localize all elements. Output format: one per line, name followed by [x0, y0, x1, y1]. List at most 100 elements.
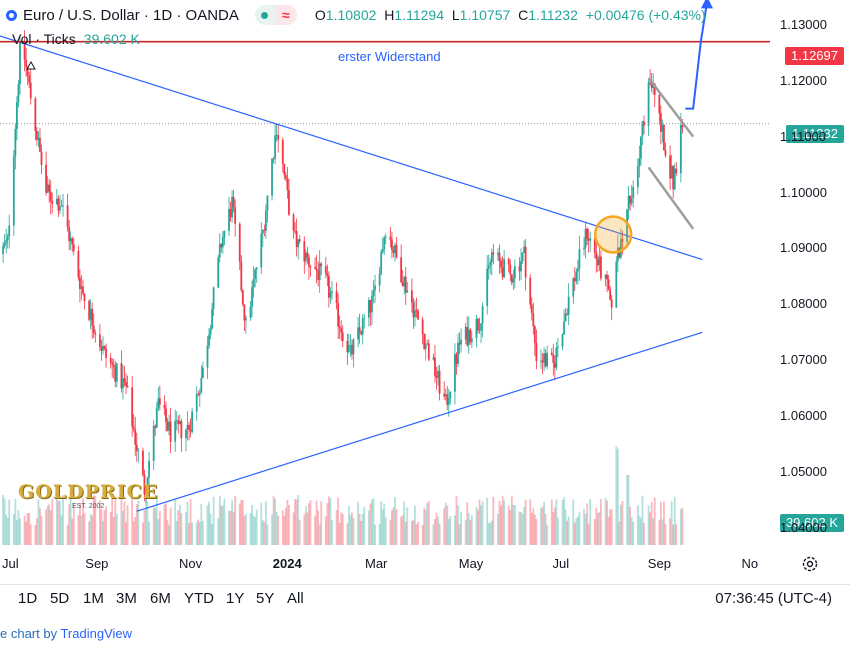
candle [520, 248, 522, 281]
candle [252, 266, 255, 298]
volume-bar [143, 510, 146, 545]
candle [466, 316, 469, 347]
candle [72, 238, 75, 256]
volume-bar [314, 515, 316, 545]
candle-body [541, 360, 544, 363]
candle [432, 353, 435, 361]
candle [395, 237, 398, 259]
candle [315, 255, 318, 284]
range-button-6m[interactable]: 6M [150, 590, 171, 607]
clock[interactable]: 07:36:45 (UTC-4) [715, 590, 832, 607]
candle [245, 314, 247, 334]
candle-body [481, 306, 484, 324]
candle-body [304, 252, 307, 262]
candle-body [341, 332, 344, 342]
candle-body [92, 325, 95, 333]
candle [238, 222, 241, 271]
volume-legend[interactable]: Vol · Ticks 39.602 K [12, 31, 140, 47]
volume-bar [639, 517, 642, 545]
candle [91, 302, 94, 339]
candle [66, 193, 69, 232]
range-button-3m[interactable]: 3M [116, 590, 137, 607]
candle-body [317, 270, 320, 280]
candle [363, 313, 366, 329]
candle-body [600, 256, 602, 279]
candle-body [616, 247, 619, 262]
volume-bar [647, 505, 650, 545]
symbol-title[interactable]: Euro / U.S. Dollar · 1D · OANDA [23, 6, 239, 24]
volume-bar [82, 498, 84, 545]
candle-body [357, 327, 360, 340]
volume-bar [426, 502, 429, 545]
volume-bar [649, 512, 652, 545]
candle [303, 236, 306, 274]
attribution[interactable]: e chart by TradingView [0, 626, 132, 641]
volume-bar [142, 522, 144, 545]
candle-body [518, 266, 521, 272]
volume-bar [501, 495, 504, 545]
volume-bar [530, 512, 533, 545]
candle-body [540, 360, 542, 362]
candle [434, 344, 436, 383]
range-button-all[interactable]: All [287, 590, 304, 607]
volume-bar [346, 523, 349, 545]
volume-bar [28, 512, 31, 545]
volume-bar [306, 512, 309, 545]
volume-bar [503, 500, 506, 545]
candle-body [627, 195, 630, 210]
volume-bar [100, 509, 103, 545]
candle [206, 336, 209, 379]
candle-body [378, 273, 381, 286]
candle [154, 424, 157, 436]
range-button-1m[interactable]: 1M [83, 590, 104, 607]
volume-bar [672, 524, 675, 545]
candle-body [575, 271, 578, 282]
volume-bar [467, 513, 470, 545]
candle-body [152, 426, 155, 461]
y-tick-label: 1.08000 [780, 296, 827, 312]
volume-bar [421, 524, 424, 545]
candle-body [260, 233, 263, 268]
candle [314, 257, 316, 270]
range-button-ytd[interactable]: YTD [184, 590, 214, 607]
candle [546, 345, 549, 370]
candle-body [553, 362, 556, 368]
candle-body [598, 256, 601, 266]
volume-bar [308, 503, 310, 545]
volume-bar [123, 501, 126, 545]
range-button-1d[interactable]: 1D [18, 590, 38, 607]
range-button-1y[interactable]: 1Y [226, 590, 245, 607]
candle-body [40, 151, 43, 165]
candle-body [112, 364, 115, 367]
candle [406, 282, 409, 293]
candle [212, 286, 215, 317]
open-label: O [314, 7, 326, 23]
candle [383, 235, 386, 255]
x-tick-label: Jul [552, 556, 570, 571]
gear-icon[interactable] [801, 555, 819, 573]
volume-bar [303, 514, 306, 545]
volume-bar [500, 505, 502, 545]
candle [288, 178, 290, 217]
candle-body [607, 279, 610, 290]
attribution-brand[interactable]: TradingView [60, 626, 133, 641]
candle-body [670, 165, 673, 179]
peak-marker-icon [26, 60, 36, 70]
candle-body [630, 197, 633, 204]
candle-body [188, 424, 190, 431]
range-button-5d[interactable]: 5D [50, 590, 70, 607]
candle [455, 352, 458, 375]
candle-body [663, 124, 665, 151]
candle-body [166, 421, 169, 431]
candle [169, 407, 172, 454]
candle [317, 261, 320, 287]
volume-bar [175, 520, 178, 545]
status-pill[interactable]: ≈ [254, 5, 297, 25]
volume-bar [487, 523, 490, 545]
range-button-5y[interactable]: 5Y [256, 590, 275, 607]
volume-bar [191, 522, 194, 545]
volume-bar [394, 496, 396, 545]
candle [663, 124, 665, 151]
candle-body [272, 158, 275, 160]
